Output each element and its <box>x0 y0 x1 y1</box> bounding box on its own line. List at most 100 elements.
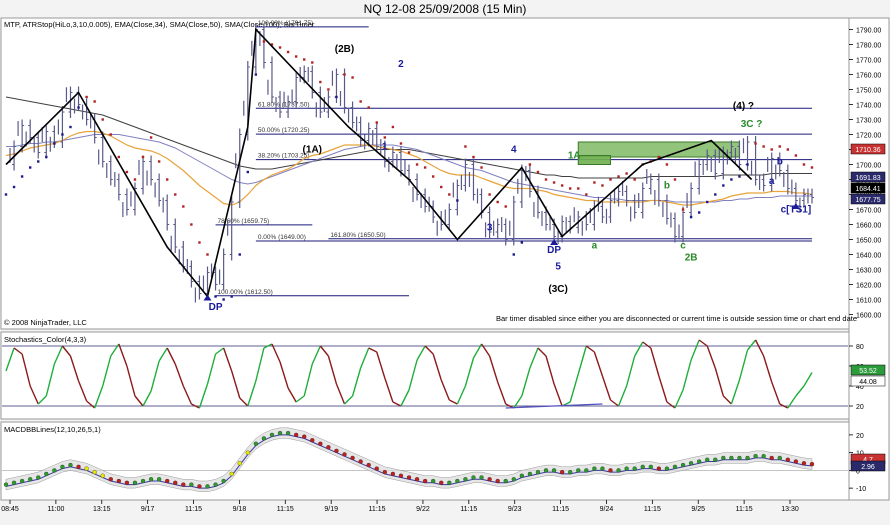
stoch-segment <box>142 390 152 407</box>
macd-dot <box>132 480 138 485</box>
price-bar <box>173 218 178 253</box>
macd-dot <box>632 466 637 471</box>
macd-dot <box>616 468 621 473</box>
macd-dot <box>729 455 734 461</box>
atr-stop-dot <box>577 187 580 190</box>
atr-stop-dot <box>689 215 693 219</box>
stoch-segment <box>585 345 595 353</box>
macd-dot <box>769 455 774 461</box>
atr-stop-dot <box>141 155 145 159</box>
price-tick-label: 1650.00 <box>856 238 881 245</box>
atr-stop-dot <box>383 136 387 139</box>
stoch-segment <box>779 403 789 409</box>
atr-stop-dot <box>214 295 217 298</box>
macd-dot <box>487 477 492 482</box>
macd-dot <box>342 452 347 457</box>
price-bar <box>189 260 194 288</box>
axis-tag <box>850 375 886 387</box>
macd-dot <box>406 475 412 480</box>
price-bar <box>390 146 395 168</box>
macd-dot <box>688 461 694 466</box>
atr-stop-dot <box>504 205 507 208</box>
wave-label: 1 <box>382 142 388 153</box>
stoch-segment <box>61 345 72 357</box>
stoch-segment <box>351 367 362 397</box>
price-bar <box>20 119 25 153</box>
price-bar <box>261 23 266 69</box>
macd-dot <box>36 475 41 480</box>
price-bar <box>278 91 283 118</box>
price-bar <box>632 194 637 219</box>
macd-dot <box>503 478 508 484</box>
price-bar <box>358 116 363 147</box>
zone-rect-small <box>577 155 612 165</box>
macd-dot <box>809 462 815 467</box>
price-tick-label: 1760.00 <box>856 73 881 80</box>
atr-stop-dot <box>351 76 354 79</box>
macd-tick-label: 0 <box>856 468 860 475</box>
axis-tag <box>850 460 886 472</box>
fib-label: 161.80% (1650.50) <box>330 232 385 239</box>
stoch-segment <box>617 385 628 407</box>
price-bar <box>366 122 371 147</box>
wave-label: c[TS1] <box>781 205 812 216</box>
stoch-segment <box>658 375 668 403</box>
atr-stop-dot <box>706 200 709 204</box>
stoch-segment <box>110 343 120 357</box>
stoch-segment <box>714 367 725 397</box>
stoch-segment <box>634 341 644 357</box>
price-tick-label: 1730.00 <box>856 118 881 125</box>
stoch-segment <box>69 355 80 382</box>
axis-tag-label: 53.52 <box>859 368 877 375</box>
macd-dot <box>253 441 259 446</box>
axis-tag-label: 1677.75 <box>855 197 880 204</box>
time-tick-label: 08:45 <box>1 506 19 513</box>
atr-stop-dot <box>28 166 32 169</box>
price-bar <box>132 182 137 216</box>
price-bar <box>810 188 814 204</box>
price-bar <box>310 65 315 99</box>
stoch-segment <box>255 347 265 382</box>
macd-dot <box>44 471 49 477</box>
stoch-segment <box>497 381 507 405</box>
macd-dot <box>664 466 670 471</box>
chart-title: NQ 12-08 25/09/2008 (15 Min) <box>364 2 527 16</box>
macd-dot <box>801 461 807 466</box>
atr-stop-dot <box>520 241 524 244</box>
macd-dot <box>374 466 379 471</box>
macd-dot <box>608 468 613 473</box>
atr-stop-dot <box>101 118 104 121</box>
time-tick-label: 9/23 <box>508 506 522 513</box>
stoch-segment <box>77 380 88 402</box>
atr-stop-dot <box>528 163 532 166</box>
macd-dot <box>584 468 589 473</box>
atr-stop-dot <box>93 100 96 103</box>
stoch-segment <box>335 383 346 405</box>
stoch-segment <box>303 363 313 397</box>
macd-label: MACDBBLines(12,10,26,5,1) <box>4 425 101 434</box>
macd-dot <box>92 469 97 475</box>
moving-averages <box>5 96 813 206</box>
stoch-segment <box>166 347 176 365</box>
macd-dot <box>777 455 782 461</box>
price-bar <box>761 173 766 192</box>
price-bar <box>463 158 468 192</box>
atr-stop-dot <box>609 178 612 181</box>
macd-line <box>2 427 848 492</box>
atr-stop-dot <box>12 185 16 189</box>
atr-stop-dot <box>157 160 161 163</box>
macd-dot <box>68 462 73 468</box>
price-bar <box>286 95 291 118</box>
stoch-segment <box>625 355 636 387</box>
atr-stop-dot <box>303 58 306 61</box>
price-tick-label: 1720.00 <box>856 133 881 140</box>
macd-dot <box>390 471 396 477</box>
price-bar <box>374 122 379 153</box>
stoch-segment <box>327 355 338 385</box>
wave-label: b <box>777 157 783 168</box>
indicator-header: MTP, ATRStop(HiLo,3,10,0.005), EMA(Close… <box>4 20 315 29</box>
atr-stop-dot <box>665 163 669 166</box>
wave-label: 4 <box>511 145 517 156</box>
macd-dot <box>358 459 363 464</box>
stoch-tick-label: 80 <box>856 344 864 351</box>
